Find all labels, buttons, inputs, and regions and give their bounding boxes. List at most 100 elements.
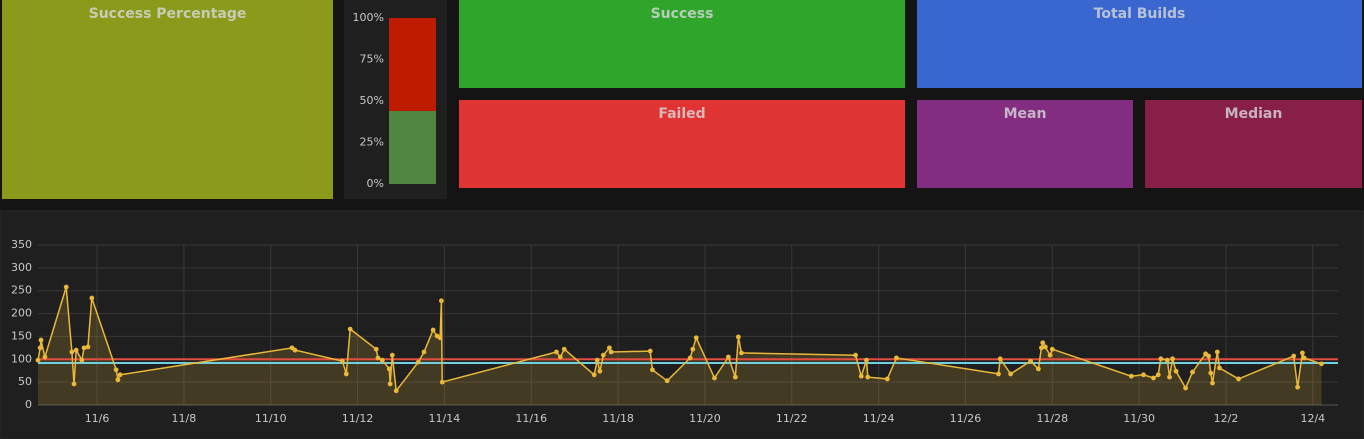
point [1036,366,1041,372]
y-tick-label: 50 [18,375,32,388]
x-tick-label: 11/6 [85,412,110,425]
y-tick-label: 250 [11,284,32,297]
x-tick-label: 11/18 [602,412,634,425]
point [393,388,399,394]
point [647,348,653,354]
x-tick-label: 11/20 [689,412,721,425]
panel-title: Failed [658,106,705,122]
x-tick-label: 11/26 [950,412,982,425]
point [894,355,899,361]
point [38,337,44,343]
bar-segment [389,110,436,184]
point [292,347,298,353]
point [591,372,597,378]
point [1291,353,1297,359]
x-tick-label: 11/16 [515,412,547,425]
point [1155,372,1161,378]
point [1170,356,1175,362]
y-tick-label: 0% [367,177,384,190]
panel-title: Total Builds [1094,6,1186,22]
point [115,377,121,383]
point [554,349,559,355]
point [347,326,353,332]
point [339,358,345,364]
y-tick-label: 25% [360,136,384,149]
point [865,374,871,380]
point [1128,373,1134,379]
point [439,379,445,385]
y-tick-label: 350 [11,238,32,251]
point [89,295,95,301]
y-tick-label: 300 [11,261,32,274]
point [884,376,890,382]
point [1040,340,1046,346]
panel-title: Mean [1004,106,1047,122]
point [712,375,717,381]
x-tick-label: 12/2 [1214,412,1239,425]
point [664,378,670,384]
point [1028,358,1033,364]
point [386,366,392,372]
graph-panel [0,210,1364,439]
point [1190,369,1195,375]
point [373,346,379,352]
point [1217,365,1222,371]
point [858,373,864,379]
point [71,381,77,387]
point [997,356,1003,362]
point [1210,380,1215,386]
point [79,357,85,363]
point [81,345,87,351]
point [1299,350,1305,356]
y-tick-label: 200 [11,307,32,320]
point [690,346,696,352]
point [430,327,436,333]
point [1047,352,1053,358]
point [73,347,79,353]
point [37,345,43,351]
point [63,284,69,290]
point [421,349,427,355]
y-tick-label: 100% [353,11,384,24]
point [1151,375,1156,381]
y-tick-label: 150 [11,329,32,342]
point [1173,368,1179,374]
point [693,335,699,341]
point [853,352,859,358]
point [438,298,444,304]
panel-title: Success [651,6,714,22]
point [1319,361,1324,367]
point [735,334,741,340]
point [35,357,41,363]
point [113,367,119,373]
point [1042,344,1048,350]
point [1295,384,1301,390]
point [687,355,693,361]
point [69,349,75,355]
point [1049,346,1055,352]
point [1301,355,1307,361]
point [1158,356,1164,362]
point [1039,345,1044,351]
point [42,354,48,360]
x-tick-label: 11/8 [172,412,197,425]
point [739,350,744,356]
x-tick-label: 11/22 [776,412,808,425]
point [1236,376,1241,382]
point [1208,370,1214,376]
point [864,357,869,363]
point [1164,357,1170,363]
point [375,355,381,361]
y-tick-label: 0 [25,398,32,411]
point [85,344,91,350]
point [732,374,738,380]
x-tick-label: 11/24 [863,412,895,425]
point [996,371,1001,377]
point [561,346,567,352]
point [725,354,731,360]
point [343,371,349,377]
stat-panel [917,100,1133,188]
x-tick-label: 11/14 [429,412,461,425]
